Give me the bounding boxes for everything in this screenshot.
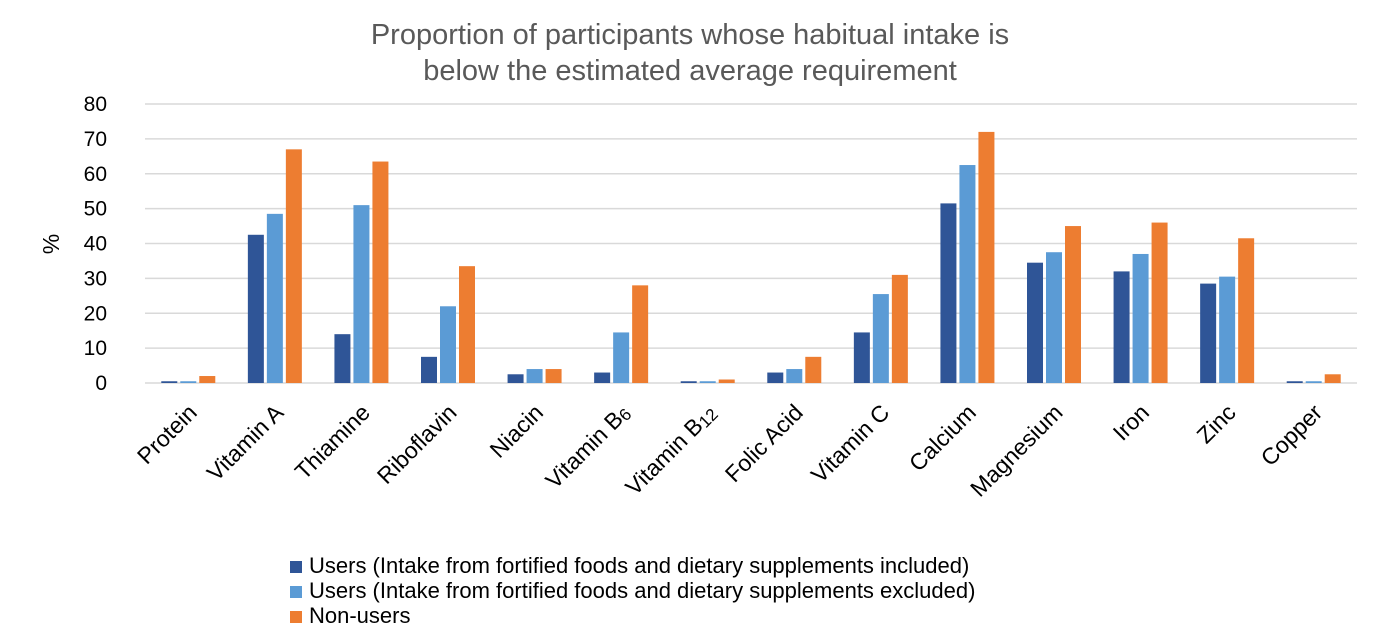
bar-folic-acid-series-2 [786, 369, 803, 383]
x-tick-label-main: Zinc [1192, 399, 1241, 448]
y-tick-label: 60 [84, 163, 107, 186]
bar-vitamin-a-series-2 [266, 213, 283, 383]
bar-protein-series-2 [180, 381, 197, 383]
x-tick-label-main: Folic Acid [720, 399, 808, 487]
bar-calcium-series-1 [940, 203, 957, 383]
y-tick-label: 70 [84, 128, 107, 151]
bars [161, 131, 1341, 383]
bar-magnesium-series-2 [1046, 252, 1062, 383]
x-tick-label: Protein [132, 399, 202, 469]
y-tick-label: 30 [84, 267, 107, 290]
bar-folic-acid-series-3 [805, 356, 822, 383]
y-tick-label: 20 [84, 302, 107, 325]
x-tick-label-main: Thiamine [290, 399, 375, 484]
bar-calcium-series-2 [959, 165, 976, 383]
x-tick-label-main: Vitamin B [620, 413, 708, 501]
x-tick-label-main: Protein [132, 399, 202, 469]
bar-copper-series-3 [1324, 374, 1341, 383]
bar-riboflavin-series-1 [421, 356, 437, 383]
bar-riboflavin-series-3 [459, 266, 475, 383]
bar-zinc-series-2 [1219, 276, 1236, 383]
chart-title-line-2: below the estimated average requirement [423, 55, 957, 87]
bar-niacin-series-3 [545, 369, 562, 383]
bar-thiamine-series-2 [353, 205, 370, 383]
bar-protein-series-1 [161, 381, 178, 383]
legend-label: Users (Intake from fortified foods and d… [309, 553, 969, 578]
gridlines [145, 103, 1357, 384]
y-tick-label: 0 [95, 372, 107, 395]
y-tick-label: 80 [84, 93, 107, 116]
bar-vitamin-b12-series-1 [680, 381, 697, 383]
x-tick-label: Vitamin B12 [620, 399, 722, 501]
bar-vitamin-b6-series-3 [632, 285, 649, 383]
bar-thiamine-series-3 [372, 161, 389, 383]
x-tick-label: Niacin [485, 399, 549, 463]
bar-vitamin-b12-series-2 [699, 381, 716, 383]
bar-folic-acid-series-1 [767, 372, 784, 383]
bar-vitamin-c-series-1 [853, 332, 870, 383]
x-tick-label-main: Vitamin B [540, 406, 628, 494]
x-tick-label: Iron [1108, 399, 1154, 445]
bar-vitamin-b6-series-1 [594, 372, 611, 383]
bar-vitamin-b6-series-2 [613, 332, 630, 383]
x-tick-label-main: Vitamin A [202, 399, 289, 486]
x-tick-label: Calcium [904, 399, 981, 476]
bar-riboflavin-series-2 [440, 306, 456, 383]
legend-swatch [290, 586, 302, 598]
bar-vitamin-c-series-3 [891, 274, 908, 383]
bar-iron-series-3 [1151, 222, 1168, 383]
legend-label: Non-users [309, 603, 410, 628]
bar-vitamin-a-series-1 [247, 234, 264, 383]
x-tick-label-main: Riboflavin [372, 399, 462, 489]
bar-zinc-series-3 [1238, 238, 1255, 383]
x-tick-label: Copper [1256, 399, 1328, 471]
bar-calcium-series-3 [978, 131, 995, 383]
bar-thiamine-series-1 [334, 334, 351, 383]
bar-zinc-series-1 [1200, 283, 1217, 383]
bar-copper-series-2 [1305, 381, 1322, 383]
legend-swatch [290, 561, 302, 573]
y-axis-label: % [38, 234, 64, 254]
x-tick-label: Riboflavin [372, 399, 462, 489]
bar-niacin-series-1 [507, 374, 524, 383]
x-tick-label-main: Copper [1256, 399, 1328, 471]
bar-vitamin-a-series-3 [285, 149, 302, 383]
legend: Users (Intake from fortified foods and d… [290, 553, 975, 628]
x-tick-label: Zinc [1192, 399, 1241, 448]
y-tick-label: 50 [84, 198, 107, 221]
x-tick-label-main: Magnesium [965, 399, 1067, 501]
bar-copper-series-1 [1286, 381, 1303, 383]
x-tick-label: Vitamin A [202, 399, 289, 486]
chart-title: Proportion of participants whose habitua… [371, 19, 1009, 87]
y-tick-label: 40 [84, 233, 107, 256]
bar-vitamin-b12-series-3 [718, 379, 735, 383]
bar-magnesium-series-3 [1065, 226, 1081, 383]
x-tick-label-main: Vitamin C [806, 399, 895, 488]
legend-swatch [290, 611, 302, 623]
bar-magnesium-series-1 [1027, 262, 1043, 383]
bar-vitamin-c-series-2 [872, 294, 889, 383]
x-tick-label-main: Calcium [904, 399, 981, 476]
bar-niacin-series-2 [526, 369, 543, 383]
legend-label: Users (Intake from fortified foods and d… [309, 578, 975, 603]
x-tick-label: Folic Acid [720, 399, 808, 487]
x-tick-label: Thiamine [290, 399, 375, 484]
chart-title-line-1: Proportion of participants whose habitua… [371, 19, 1009, 51]
x-tick-label-main: Niacin [485, 399, 549, 463]
x-tick-label-main: Iron [1108, 399, 1154, 445]
bar-iron-series-2 [1132, 253, 1149, 383]
y-tick-label: 10 [84, 337, 107, 360]
y-axis-ticks: 0 10 20 30 40 50 60 70 80 [84, 93, 107, 395]
bar-iron-series-1 [1113, 271, 1130, 383]
x-tick-label: Magnesium [965, 399, 1067, 501]
x-tick-label: Vitamin C [806, 399, 895, 488]
bar-protein-series-3 [199, 376, 216, 383]
